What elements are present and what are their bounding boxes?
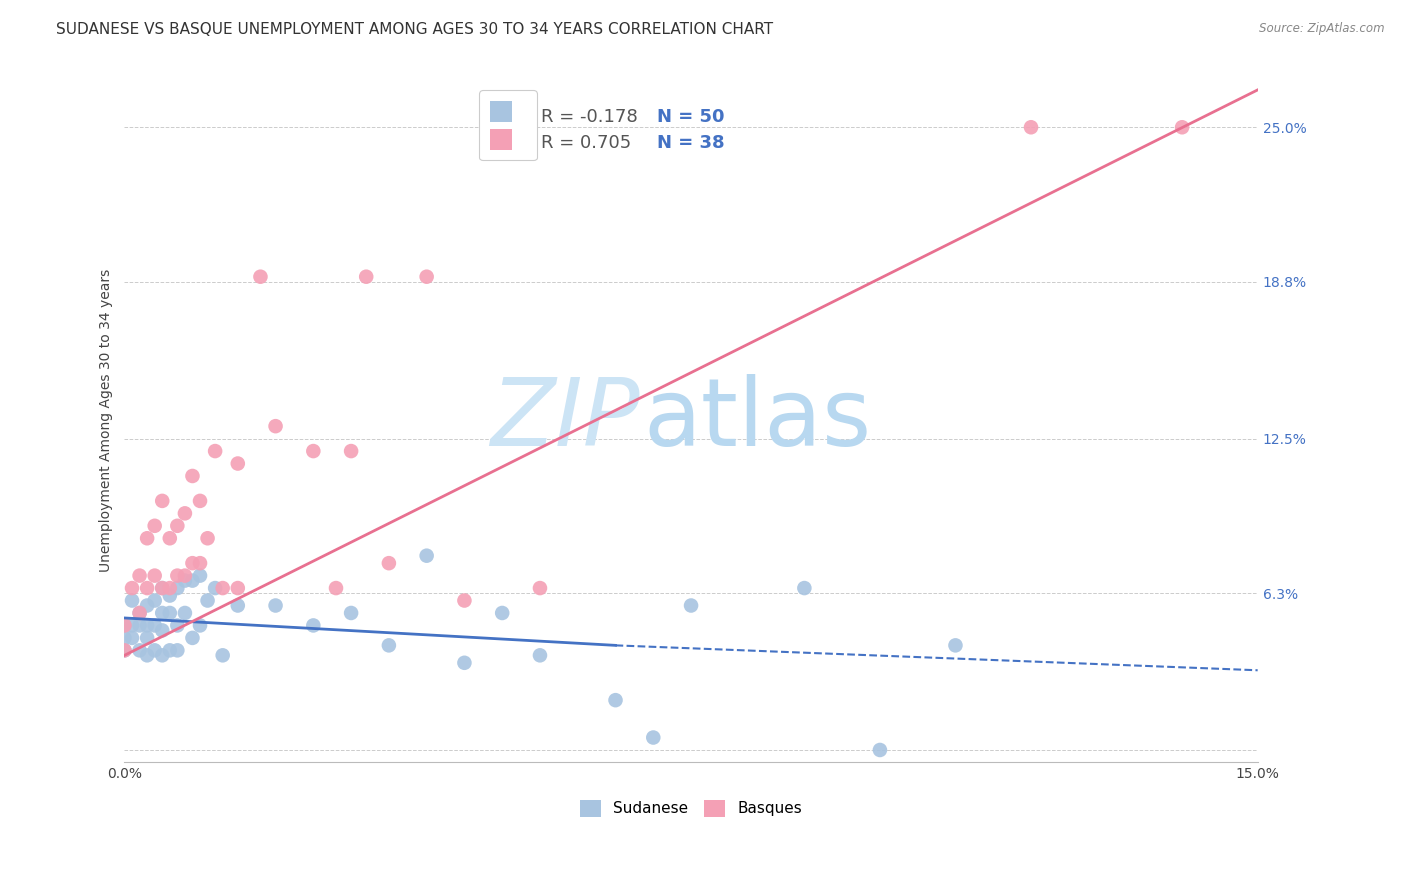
Point (340, 606, 363, 620)
Point (174, 606, 197, 620)
Text: N = 38: N = 38 (657, 134, 724, 153)
Point (793, 581, 815, 595)
Point (143, 518, 166, 533)
Point (166, 581, 188, 595)
Point (204, 581, 226, 595)
Point (128, 643, 150, 657)
Point (136, 618, 159, 632)
Point (1019, 120, 1042, 135)
Point (121, 593, 143, 607)
Point (174, 574, 197, 588)
Point (136, 599, 159, 613)
Point (211, 648, 233, 663)
Point (181, 574, 204, 588)
Point (605, 693, 627, 707)
Point (128, 568, 150, 582)
Point (150, 606, 173, 620)
Point (453, 656, 475, 670)
Text: N = 50: N = 50 (657, 108, 724, 126)
Point (264, 599, 287, 613)
Point (166, 568, 188, 582)
Point (150, 581, 173, 595)
Point (226, 599, 249, 613)
Point (159, 531, 181, 545)
Point (226, 581, 249, 595)
Point (325, 581, 347, 595)
Point (150, 494, 173, 508)
Point (121, 631, 143, 645)
Point (188, 494, 211, 508)
Point (188, 556, 211, 570)
Point (136, 648, 159, 663)
Text: atlas: atlas (644, 374, 872, 466)
Point (415, 549, 437, 563)
Point (302, 618, 325, 632)
Point (1171, 120, 1194, 135)
Point (136, 631, 159, 645)
Point (643, 731, 665, 745)
Point (681, 599, 703, 613)
Point (128, 618, 150, 632)
Point (114, 643, 136, 657)
Point (249, 269, 271, 284)
Point (114, 618, 136, 632)
Point (226, 457, 249, 471)
Point (143, 618, 166, 632)
Point (378, 639, 401, 653)
Point (128, 606, 150, 620)
Text: ZIP: ZIP (491, 375, 640, 466)
Point (150, 648, 173, 663)
Point (143, 593, 166, 607)
Point (143, 568, 166, 582)
Point (453, 593, 475, 607)
Point (529, 581, 551, 595)
Point (174, 506, 197, 520)
Point (264, 419, 287, 434)
Point (204, 444, 226, 458)
Point (166, 518, 188, 533)
Point (114, 643, 136, 657)
Point (869, 743, 891, 757)
Point (136, 581, 159, 595)
Point (340, 444, 363, 458)
Point (114, 618, 136, 632)
Y-axis label: Unemployment Among Ages 30 to 34 years: Unemployment Among Ages 30 to 34 years (100, 268, 114, 572)
Point (121, 618, 143, 632)
Point (378, 556, 401, 570)
Point (121, 581, 143, 595)
Point (166, 643, 188, 657)
Point (159, 606, 181, 620)
Point (159, 643, 181, 657)
Point (150, 624, 173, 638)
Text: Source: ZipAtlas.com: Source: ZipAtlas.com (1260, 22, 1385, 36)
Point (181, 631, 204, 645)
Legend: Sudanese, Basques: Sudanese, Basques (574, 793, 808, 823)
Point (354, 269, 377, 284)
Point (529, 648, 551, 663)
Point (114, 631, 136, 645)
Point (150, 581, 173, 595)
Point (166, 618, 188, 632)
Point (197, 531, 219, 545)
Point (491, 606, 513, 620)
Point (128, 606, 150, 620)
Point (174, 568, 197, 582)
Point (302, 444, 325, 458)
Point (197, 593, 219, 607)
Text: SUDANESE VS BASQUE UNEMPLOYMENT AMONG AGES 30 TO 34 YEARS CORRELATION CHART: SUDANESE VS BASQUE UNEMPLOYMENT AMONG AG… (56, 22, 773, 37)
Point (188, 568, 211, 582)
Point (181, 469, 204, 483)
Point (159, 589, 181, 603)
Point (945, 639, 967, 653)
Point (159, 581, 181, 595)
Point (136, 531, 159, 545)
Point (415, 269, 437, 284)
Point (211, 581, 233, 595)
Point (188, 618, 211, 632)
Point (181, 556, 204, 570)
Text: R = -0.178: R = -0.178 (541, 108, 638, 126)
Point (143, 643, 166, 657)
Text: R = 0.705: R = 0.705 (541, 134, 631, 153)
